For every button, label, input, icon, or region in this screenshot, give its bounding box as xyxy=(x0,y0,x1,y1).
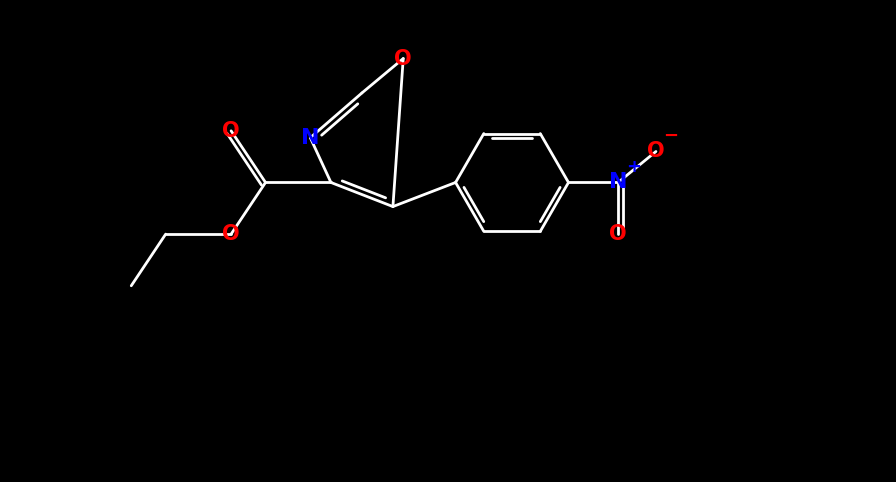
Text: N: N xyxy=(301,128,320,147)
Text: O: O xyxy=(609,224,627,244)
Text: O: O xyxy=(647,142,665,161)
Text: +: + xyxy=(625,158,641,176)
Text: O: O xyxy=(222,224,240,244)
Text: −: − xyxy=(664,127,678,146)
Text: N: N xyxy=(608,173,627,192)
Text: O: O xyxy=(394,49,412,68)
Text: O: O xyxy=(222,121,240,141)
